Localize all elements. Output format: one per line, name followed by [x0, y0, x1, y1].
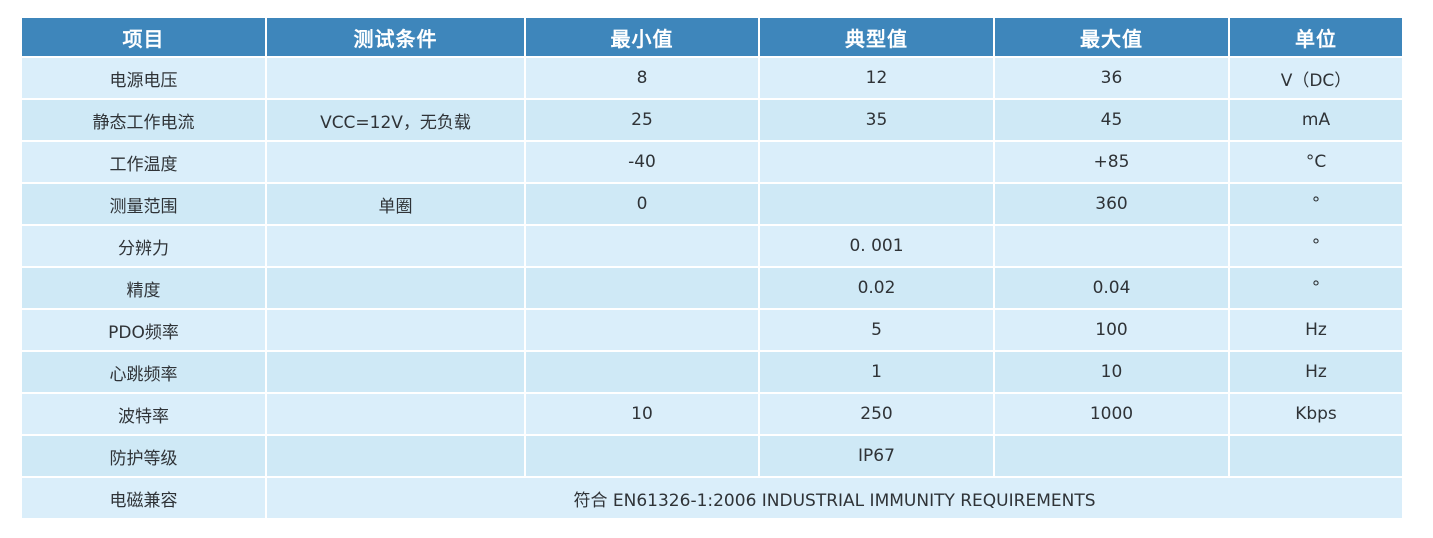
cell-max	[995, 226, 1228, 266]
cell-typ: 1	[760, 352, 993, 392]
cell-min: 25	[526, 100, 758, 140]
cell-condition	[267, 58, 524, 98]
cell-max: 10	[995, 352, 1228, 392]
cell-min	[526, 268, 758, 308]
cell-item: 防护等级	[22, 436, 265, 476]
cell-min: -40	[526, 142, 758, 182]
table-row: 心跳频率 1 10 Hz	[22, 352, 1402, 392]
cell-unit: V（DC）	[1230, 58, 1402, 98]
cell-typ: 5	[760, 310, 993, 350]
table-row: 测量范围 单圈 0 360 °	[22, 184, 1402, 224]
cell-max: 0.04	[995, 268, 1228, 308]
cell-min: 0	[526, 184, 758, 224]
cell-item: 波特率	[22, 394, 265, 434]
cell-unit: °C	[1230, 142, 1402, 182]
spec-table-body: 电源电压 8 12 36 V（DC） 静态工作电流 VCC=12V，无负载 25 35 45 mA 工…	[22, 58, 1402, 518]
spec-sheet: 项目 测试条件 最小值 典型值 最大值 单位 电源电压 8 12 36 V（DC） 静态工作电流 VC…	[20, 16, 1404, 520]
cell-condition	[267, 226, 524, 266]
column-header-4: 最大值	[995, 18, 1228, 56]
cell-typ: 12	[760, 58, 993, 98]
cell-unit: mA	[1230, 100, 1402, 140]
cell-item: 电源电压	[22, 58, 265, 98]
cell-unit: °	[1230, 184, 1402, 224]
cell-unit: Kbps	[1230, 394, 1402, 434]
cell-typ: 250	[760, 394, 993, 434]
cell-unit: °	[1230, 268, 1402, 308]
cell-unit: °	[1230, 226, 1402, 266]
cell-condition	[267, 268, 524, 308]
cell-item: PDO频率	[22, 310, 265, 350]
cell-item: 测量范围	[22, 184, 265, 224]
cell-typ: 0. 001	[760, 226, 993, 266]
cell-item: 静态工作电流	[22, 100, 265, 140]
cell-condition	[267, 352, 524, 392]
cell-max: 360	[995, 184, 1228, 224]
cell-max: 1000	[995, 394, 1228, 434]
column-header-5: 单位	[1230, 18, 1402, 56]
cell-condition: VCC=12V，无负载	[267, 100, 524, 140]
column-header-3: 典型值	[760, 18, 993, 56]
cell-condition: 单圈	[267, 184, 524, 224]
cell-unit: Hz	[1230, 310, 1402, 350]
cell-max: +85	[995, 142, 1228, 182]
cell-unit: Hz	[1230, 352, 1402, 392]
cell-item: 分辨力	[22, 226, 265, 266]
cell-min	[526, 310, 758, 350]
table-row: 电源电压 8 12 36 V（DC）	[22, 58, 1402, 98]
cell-item: 电磁兼容	[22, 478, 265, 518]
cell-unit	[1230, 436, 1402, 476]
cell-min	[526, 352, 758, 392]
table-row: 工作温度 -40 +85 °C	[22, 142, 1402, 182]
cell-typ	[760, 142, 993, 182]
cell-max: 100	[995, 310, 1228, 350]
spec-table-head: 项目 测试条件 最小值 典型值 最大值 单位	[22, 18, 1402, 56]
cell-min: 8	[526, 58, 758, 98]
cell-min: 10	[526, 394, 758, 434]
cell-condition	[267, 310, 524, 350]
cell-max: 36	[995, 58, 1228, 98]
column-header-0: 项目	[22, 18, 265, 56]
spec-table: 项目 测试条件 最小值 典型值 最大值 单位 电源电压 8 12 36 V（DC） 静态工作电流 VC…	[20, 16, 1404, 520]
cell-typ: IP67	[760, 436, 993, 476]
table-row: 波特率 10 250 1000 Kbps	[22, 394, 1402, 434]
table-row: 电磁兼容 符合 EN61326-1:2006 INDUSTRIAL IMMUNIT…	[22, 478, 1402, 518]
cell-typ: 0.02	[760, 268, 993, 308]
cell-min	[526, 226, 758, 266]
cell-typ	[760, 184, 993, 224]
cell-condition	[267, 142, 524, 182]
column-header-1: 测试条件	[267, 18, 524, 56]
cell-item: 精度	[22, 268, 265, 308]
table-row: 精度 0.02 0.04 °	[22, 268, 1402, 308]
cell-condition	[267, 436, 524, 476]
cell-condition	[267, 394, 524, 434]
table-row: 防护等级 IP67	[22, 436, 1402, 476]
table-row: 静态工作电流 VCC=12V，无负载 25 35 45 mA	[22, 100, 1402, 140]
cell-max: 45	[995, 100, 1228, 140]
cell-max	[995, 436, 1228, 476]
table-row: PDO频率 5 100 Hz	[22, 310, 1402, 350]
cell-min	[526, 436, 758, 476]
header-row: 项目 测试条件 最小值 典型值 最大值 单位	[22, 18, 1402, 56]
table-row: 分辨力 0. 001 °	[22, 226, 1402, 266]
cell-typ: 35	[760, 100, 993, 140]
column-header-2: 最小值	[526, 18, 758, 56]
cell-item: 工作温度	[22, 142, 265, 182]
cell-item: 心跳频率	[22, 352, 265, 392]
cell-merged: 符合 EN61326-1:2006 INDUSTRIAL IMMUNITY RE…	[267, 478, 1402, 518]
